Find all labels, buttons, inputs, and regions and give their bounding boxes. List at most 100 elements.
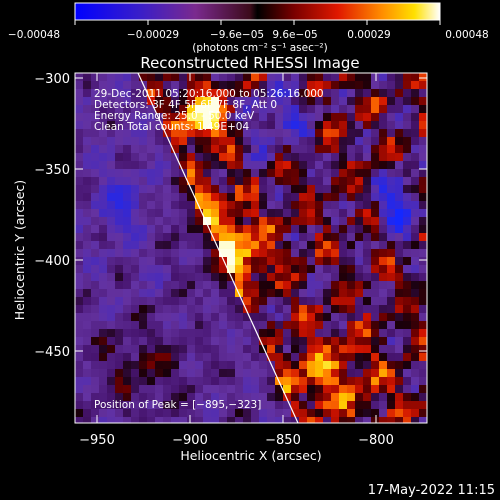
emission-pixel — [347, 97, 355, 105]
emission-pixel — [139, 73, 147, 81]
emission-pixel — [123, 273, 131, 281]
emission-pixel — [387, 393, 395, 401]
emission-pixel — [227, 185, 235, 193]
emission-pixel — [91, 89, 99, 97]
emission-pixel — [259, 273, 267, 281]
emission-pixel — [363, 81, 371, 89]
emission-pixel — [307, 169, 315, 177]
emission-pixel — [339, 409, 347, 417]
emission-pixel — [395, 265, 403, 273]
emission-pixel — [283, 377, 291, 385]
emission-pixel — [227, 153, 235, 161]
emission-pixel — [331, 137, 339, 145]
emission-pixel — [403, 369, 411, 377]
emission-pixel — [395, 129, 403, 137]
emission-pixel — [179, 345, 187, 353]
emission-pixel — [211, 129, 219, 137]
emission-pixel — [323, 393, 331, 401]
emission-pixel — [403, 185, 411, 193]
emission-pixel — [195, 169, 203, 177]
emission-pixel — [291, 345, 299, 353]
emission-pixel — [403, 73, 411, 81]
emission-pixel — [115, 337, 123, 345]
emission-pixel — [347, 305, 355, 313]
emission-pixel — [91, 273, 99, 281]
emission-pixel — [123, 89, 131, 97]
emission-pixel — [187, 385, 195, 393]
emission-pixel — [163, 313, 171, 321]
emission-pixel — [411, 121, 419, 129]
emission-pixel — [283, 313, 291, 321]
emission-pixel — [155, 281, 163, 289]
emission-pixel — [203, 257, 211, 265]
emission-pixel — [243, 361, 251, 369]
emission-pixel — [299, 289, 307, 297]
emission-pixel — [307, 401, 315, 409]
emission-pixel — [299, 257, 307, 265]
emission-pixel — [339, 177, 347, 185]
emission-pixel — [419, 257, 427, 265]
emission-pixel — [147, 209, 155, 217]
emission-pixel — [179, 185, 187, 193]
emission-pixel — [363, 201, 371, 209]
emission-pixel — [299, 113, 307, 121]
emission-pixel — [211, 169, 219, 177]
emission-pixel — [299, 305, 307, 313]
emission-pixel — [371, 217, 379, 225]
emission-pixel — [139, 137, 147, 145]
plot-title: Reconstructed RHESSI Image — [140, 54, 359, 72]
emission-pixel — [115, 185, 123, 193]
emission-pixel — [267, 353, 275, 361]
emission-pixel — [227, 201, 235, 209]
emission-pixel — [171, 273, 179, 281]
emission-pixel — [235, 401, 243, 409]
emission-pixel — [235, 161, 243, 169]
emission-pixel — [203, 113, 211, 121]
emission-pixel — [251, 289, 259, 297]
emission-pixel — [291, 241, 299, 249]
emission-pixel — [379, 193, 387, 201]
emission-pixel — [275, 369, 283, 377]
emission-pixel — [195, 145, 203, 153]
emission-pixel — [371, 193, 379, 201]
emission-pixel — [419, 345, 427, 353]
emission-pixel — [99, 233, 107, 241]
emission-pixel — [291, 129, 299, 137]
emission-pixel — [243, 169, 251, 177]
emission-pixel — [99, 401, 107, 409]
emission-pixel — [267, 417, 275, 423]
emission-pixel — [99, 193, 107, 201]
emission-pixel — [75, 401, 83, 409]
emission-pixel — [291, 409, 299, 417]
emission-pixel — [243, 273, 251, 281]
emission-pixel — [251, 81, 259, 89]
emission-pixel — [91, 225, 99, 233]
emission-pixel — [195, 329, 203, 337]
emission-pixel — [323, 313, 331, 321]
emission-pixel — [227, 97, 235, 105]
emission-pixel — [83, 353, 91, 361]
emission-pixel — [139, 169, 147, 177]
emission-pixel — [259, 153, 267, 161]
emission-pixel — [139, 121, 147, 129]
emission-pixel — [147, 241, 155, 249]
emission-pixel — [99, 105, 107, 113]
emission-pixel — [411, 225, 419, 233]
emission-pixel — [227, 217, 235, 225]
emission-pixel — [299, 217, 307, 225]
emission-pixel — [291, 201, 299, 209]
emission-pixel — [179, 121, 187, 129]
emission-pixel — [147, 121, 155, 129]
emission-pixel — [131, 241, 139, 249]
emission-pixel — [275, 153, 283, 161]
emission-pixel — [315, 321, 323, 329]
emission-pixel — [203, 321, 211, 329]
emission-pixel — [411, 273, 419, 281]
emission-pixel — [91, 385, 99, 393]
emission-pixel — [395, 145, 403, 153]
emission-pixel — [123, 73, 131, 81]
emission-pixel — [187, 305, 195, 313]
emission-pixel — [195, 129, 203, 137]
emission-pixel — [283, 249, 291, 257]
emission-pixel — [387, 89, 395, 97]
